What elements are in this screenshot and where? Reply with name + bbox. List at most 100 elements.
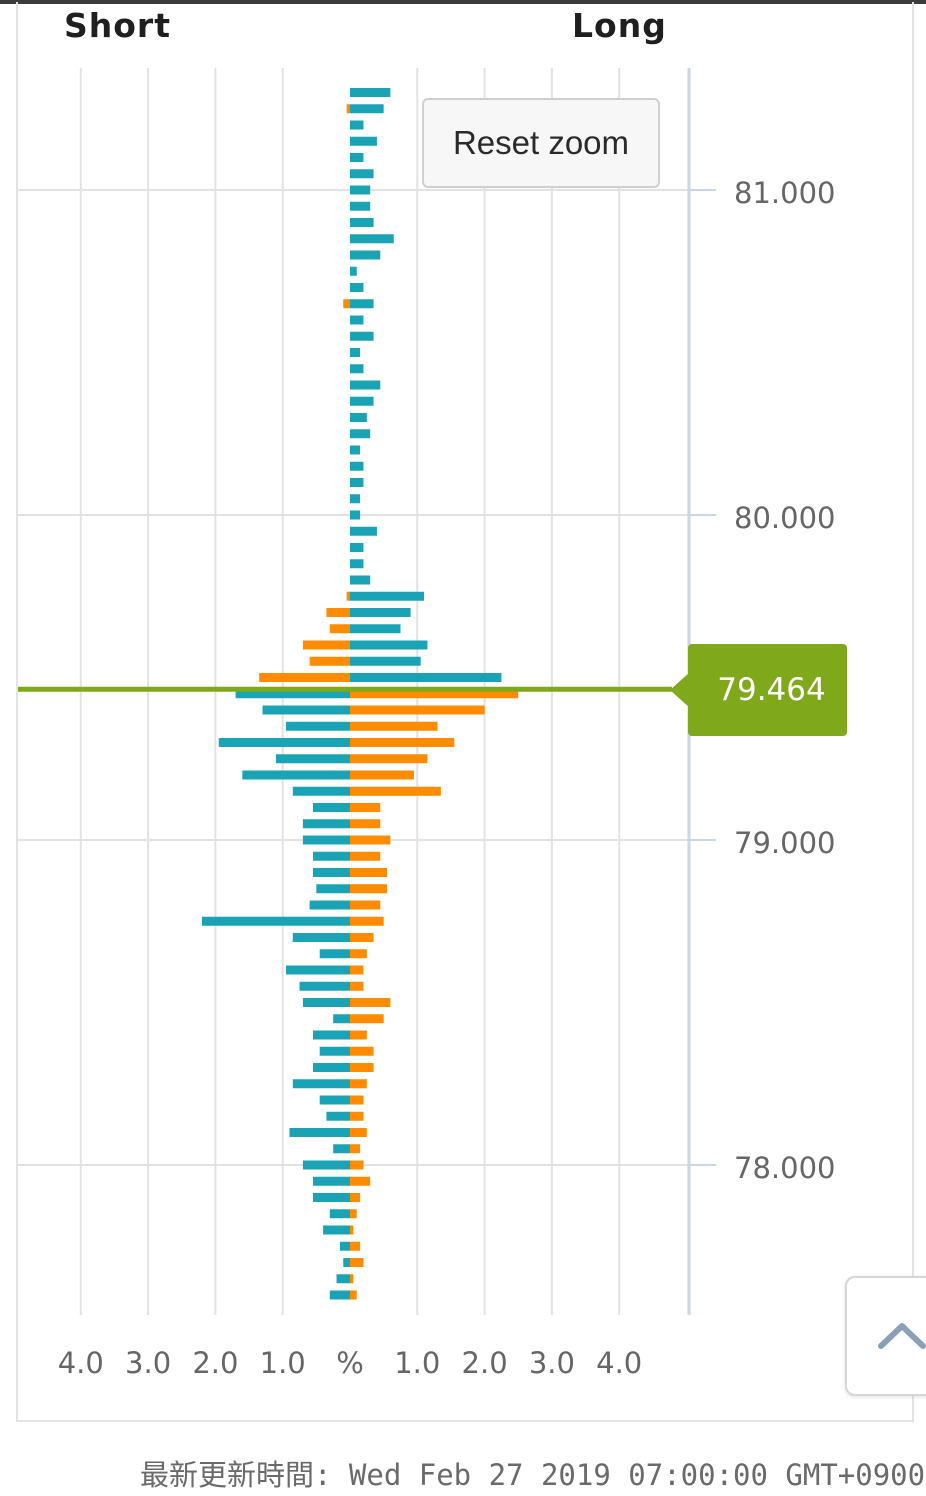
long-bar[interactable] xyxy=(350,494,361,504)
long-bar[interactable] xyxy=(350,380,381,390)
short-bar[interactable] xyxy=(275,754,350,764)
short-bar[interactable] xyxy=(262,705,350,715)
long-bar[interactable] xyxy=(350,104,384,114)
short-bar[interactable] xyxy=(326,608,350,617)
long-bar[interactable] xyxy=(350,429,371,439)
long-bar[interactable] xyxy=(350,348,361,357)
long-bar[interactable] xyxy=(350,608,411,617)
long-bar[interactable] xyxy=(350,1160,364,1170)
long-bar[interactable] xyxy=(350,234,394,244)
short-bar[interactable] xyxy=(312,1176,350,1186)
short-bar[interactable] xyxy=(336,1274,350,1284)
long-bar[interactable] xyxy=(350,721,438,731)
long-bar[interactable] xyxy=(350,461,364,471)
short-bar[interactable] xyxy=(329,1209,350,1219)
short-bar[interactable] xyxy=(201,916,350,926)
short-bar[interactable] xyxy=(302,998,350,1007)
long-bar[interactable] xyxy=(350,868,388,877)
long-bar[interactable] xyxy=(350,673,502,682)
long-bar[interactable] xyxy=(350,218,374,227)
long-bar[interactable] xyxy=(350,299,374,309)
short-bar[interactable] xyxy=(339,1241,350,1251)
long-bar[interactable] xyxy=(350,1095,364,1105)
short-bar[interactable] xyxy=(329,624,350,634)
long-bar[interactable] xyxy=(350,770,414,780)
short-bar[interactable] xyxy=(286,721,350,731)
long-bar[interactable] xyxy=(350,916,384,926)
short-bar[interactable] xyxy=(218,738,350,747)
long-bar[interactable] xyxy=(350,478,364,487)
short-bar[interactable] xyxy=(235,689,350,699)
short-bar[interactable] xyxy=(319,1095,350,1105)
long-bar[interactable] xyxy=(350,640,428,650)
short-bar[interactable] xyxy=(316,884,350,894)
long-bar[interactable] xyxy=(350,1241,361,1251)
short-bar[interactable] xyxy=(309,656,350,666)
long-bar[interactable] xyxy=(350,1111,364,1121)
long-bar[interactable] xyxy=(350,656,421,666)
long-bar[interactable] xyxy=(350,851,381,861)
short-bar[interactable] xyxy=(302,819,350,829)
long-bar[interactable] xyxy=(350,396,374,406)
long-bar[interactable] xyxy=(350,803,381,812)
short-bar[interactable] xyxy=(333,1144,350,1154)
long-bar[interactable] xyxy=(350,1128,367,1137)
long-bar[interactable] xyxy=(350,998,391,1007)
long-bar[interactable] xyxy=(350,738,455,747)
long-bar[interactable] xyxy=(350,1063,374,1072)
long-bar[interactable] xyxy=(350,315,364,325)
long-bar[interactable] xyxy=(350,526,377,536)
short-bar[interactable] xyxy=(312,1193,350,1202)
short-bar[interactable] xyxy=(323,1225,350,1235)
long-bar[interactable] xyxy=(350,1046,374,1056)
short-bar[interactable] xyxy=(326,1111,350,1121)
long-bar[interactable] xyxy=(350,1030,367,1040)
short-bar[interactable] xyxy=(312,868,350,877)
long-bar[interactable] xyxy=(350,1144,361,1154)
long-bar[interactable] xyxy=(350,981,364,991)
long-bar[interactable] xyxy=(350,689,519,699)
long-bar[interactable] xyxy=(350,250,381,260)
long-bar[interactable] xyxy=(350,1209,357,1219)
scroll-to-top-button[interactable] xyxy=(845,1276,926,1396)
short-bar[interactable] xyxy=(292,1079,350,1089)
long-bar[interactable] xyxy=(350,933,374,942)
long-bar[interactable] xyxy=(350,153,364,162)
short-bar[interactable] xyxy=(312,851,350,861)
long-bar[interactable] xyxy=(350,413,367,422)
short-bar[interactable] xyxy=(302,835,350,845)
long-bar[interactable] xyxy=(350,884,388,894)
long-bar[interactable] xyxy=(350,754,428,764)
long-bar[interactable] xyxy=(350,331,374,341)
short-bar[interactable] xyxy=(292,786,350,796)
long-bar[interactable] xyxy=(350,283,364,292)
short-bar[interactable] xyxy=(312,803,350,812)
short-bar[interactable] xyxy=(346,591,350,601)
long-bar[interactable] xyxy=(350,559,364,569)
long-bar[interactable] xyxy=(350,591,425,601)
long-bar[interactable] xyxy=(350,1079,367,1089)
short-bar[interactable] xyxy=(309,900,350,910)
long-bar[interactable] xyxy=(350,136,377,146)
long-bar[interactable] xyxy=(350,835,391,845)
short-bar[interactable] xyxy=(343,1258,350,1267)
long-bar[interactable] xyxy=(350,510,361,520)
order-book-chart[interactable]: 81.000 80.000 79.000 78.000 4.0 3.0 2.0 1.0% 1.… xyxy=(0,0,926,1440)
long-bar[interactable] xyxy=(350,900,381,910)
short-bar[interactable] xyxy=(242,770,350,780)
long-bar[interactable] xyxy=(350,364,364,374)
long-bar[interactable] xyxy=(350,266,357,276)
short-bar[interactable] xyxy=(312,1063,350,1072)
short-bar[interactable] xyxy=(343,299,350,309)
long-bar[interactable] xyxy=(350,1225,354,1235)
short-bar[interactable] xyxy=(329,1290,350,1300)
short-bar[interactable] xyxy=(319,1046,350,1056)
long-bar[interactable] xyxy=(350,705,485,715)
long-bar[interactable] xyxy=(350,1176,371,1186)
long-bar[interactable] xyxy=(350,1258,364,1267)
long-bar[interactable] xyxy=(350,120,364,130)
short-bar[interactable] xyxy=(312,1030,350,1040)
reset-zoom-button[interactable]: Reset zoom xyxy=(422,98,660,188)
short-bar[interactable] xyxy=(302,640,350,650)
long-bar[interactable] xyxy=(350,445,361,455)
